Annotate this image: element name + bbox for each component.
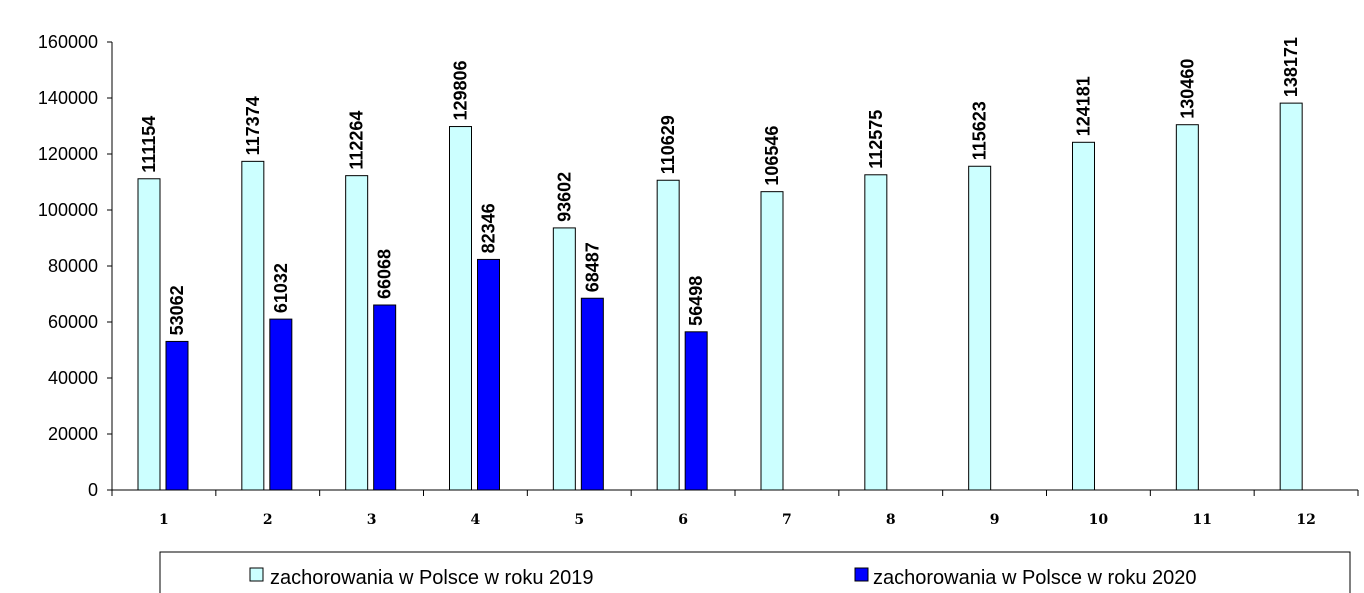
x-tick-label: 3	[367, 512, 377, 528]
bar-2019	[760, 191, 784, 491]
y-tick-label: 120000	[38, 144, 98, 164]
bar-2019	[1072, 141, 1095, 491]
data-label-2019: 106546	[762, 126, 782, 186]
data-label-2020: 56498	[686, 276, 706, 326]
x-tick-label: 11	[1193, 512, 1212, 528]
y-tick-label: 60000	[48, 312, 98, 332]
legend-box	[159, 551, 1351, 593]
y-tick-label: 40000	[48, 368, 98, 388]
legend-swatch-2020	[854, 567, 869, 582]
data-label-2020: 68487	[582, 242, 602, 292]
series-2020-bars	[165, 258, 708, 491]
data-label-2019: 93602	[554, 172, 574, 222]
axes	[107, 41, 1359, 496]
data-label-2019: 115623	[970, 101, 990, 160]
y-tick-labels: 0 20000 40000 60000 80000 100000 120000 140000 1…	[38, 32, 98, 500]
data-label-2020: 61032	[271, 263, 291, 313]
bar-2019	[345, 175, 369, 491]
bar-2020	[684, 331, 708, 491]
x-tick-label: 5	[574, 512, 584, 528]
data-label-2019: 117374	[243, 96, 263, 155]
y-tick-label: 160000	[38, 32, 98, 52]
x-tick-label: 4	[471, 512, 481, 528]
bar-2019	[656, 179, 680, 491]
bar-2019	[449, 126, 472, 491]
bar-2020	[580, 297, 604, 491]
bar-2019	[968, 165, 992, 491]
bar-2019	[241, 160, 265, 491]
data-label-2020: 66068	[375, 249, 395, 299]
data-label-2020: 82346	[479, 203, 499, 253]
x-tick-label: 6	[678, 512, 688, 528]
legend: zachorowania w Polsce w roku 2019 zachor…	[159, 551, 1351, 593]
data-labels: 111154 53062 117374 61032 112264 66068 129806 8…	[139, 37, 1301, 335]
x-tick-label: 8	[886, 512, 896, 528]
x-tick-label: 2	[263, 512, 273, 528]
y-tick-label: 100000	[38, 200, 98, 220]
data-label-2019: 129806	[451, 60, 471, 120]
x-tick-label: 12	[1296, 512, 1315, 528]
data-label-2019: 112264	[347, 111, 367, 170]
x-tick-label: 9	[990, 512, 1000, 528]
y-tick-label: 20000	[48, 424, 98, 444]
y-tick-label: 140000	[38, 88, 98, 108]
bar-2020	[165, 340, 189, 491]
y-tick-label: 80000	[48, 256, 98, 276]
data-label-2019: 110629	[658, 115, 678, 174]
bar-2019	[552, 227, 576, 491]
bar-2020	[373, 304, 397, 491]
data-label-2019: 112575	[866, 110, 886, 169]
data-label-2020: 53062	[167, 285, 187, 335]
bar-2019	[1279, 102, 1303, 491]
data-label-2019: 138171	[1281, 37, 1301, 97]
data-label-2019: 111154	[139, 116, 159, 173]
data-label-2019: 130460	[1177, 59, 1197, 119]
x-tick-label: 1	[159, 512, 169, 528]
bar-2019	[864, 174, 888, 491]
legend-label-2019: zachorowania w Polsce w roku 2019	[270, 567, 594, 589]
x-tick-label: 10	[1089, 512, 1109, 528]
y-tick-label: 0	[88, 480, 98, 500]
bar-2019	[137, 178, 161, 491]
x-tick-labels: 1 2 3 4 5 6 7 8 9 10 11 12	[159, 512, 1316, 528]
legend-swatch-2019	[249, 567, 264, 582]
bar-2020	[269, 318, 293, 491]
data-label-2019: 124181	[1074, 76, 1094, 136]
series-2019-bars	[137, 102, 1303, 491]
bar-2019	[1175, 124, 1199, 491]
x-tick-label: 7	[782, 512, 792, 528]
legend-label-2020: zachorowania w Polsce w roku 2020	[873, 567, 1197, 589]
bar-2020	[477, 258, 500, 491]
